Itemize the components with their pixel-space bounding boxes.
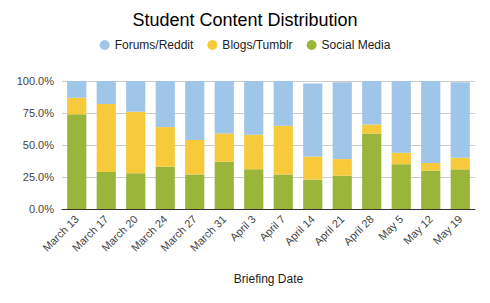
svg-text:April 7: April 7: [257, 212, 288, 244]
svg-text:April 28: April 28: [341, 213, 376, 248]
svg-text:March 17: March 17: [69, 212, 111, 254]
svg-text:March 24: March 24: [128, 212, 170, 254]
svg-text:May 5: May 5: [375, 212, 406, 243]
svg-text:April 14: April 14: [282, 213, 317, 248]
svg-text:50.0%: 50.0%: [23, 139, 54, 151]
svg-text:Student Content Distribution: Student Content Distribution: [132, 10, 357, 30]
svg-text:0.0%: 0.0%: [29, 203, 54, 215]
svg-text:Briefing Date: Briefing Date: [234, 272, 304, 286]
svg-text:May 19: May 19: [431, 213, 465, 247]
svg-text:March 13: March 13: [40, 212, 81, 254]
svg-text:100.0%: 100.0%: [17, 75, 55, 87]
svg-text:25.0%: 25.0%: [23, 171, 54, 183]
svg-text:May 12: May 12: [401, 213, 435, 247]
svg-text:Social Media: Social Media: [322, 38, 391, 52]
svg-text:March 27: March 27: [158, 212, 199, 254]
svg-text:April 3: April 3: [227, 213, 258, 244]
svg-text:75.0%: 75.0%: [23, 107, 54, 119]
svg-text:March 31: March 31: [188, 213, 229, 254]
svg-text:March 20: March 20: [99, 212, 140, 254]
svg-text:Blogs/Tumblr: Blogs/Tumblr: [222, 38, 292, 52]
svg-text:April 21: April 21: [312, 213, 347, 248]
svg-text:Forums/Reddit: Forums/Reddit: [115, 38, 194, 52]
